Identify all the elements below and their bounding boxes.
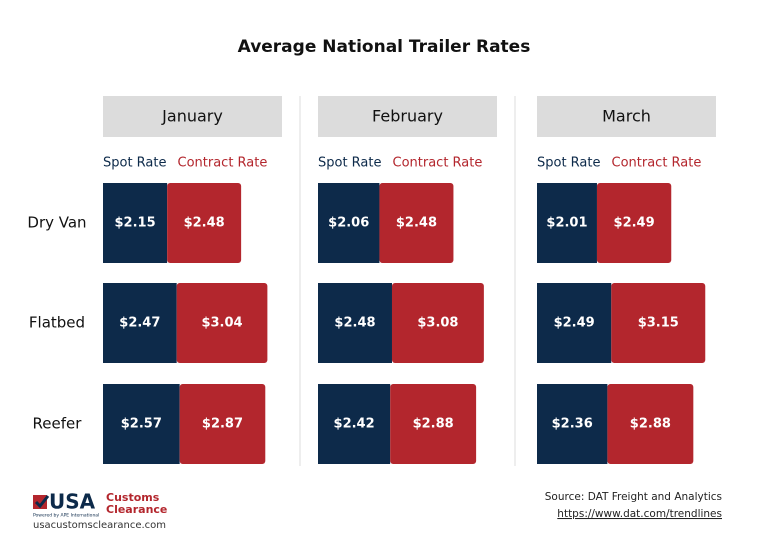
value-label: $2.87 <box>202 417 243 432</box>
logo-site: usacustomsclearance.com <box>33 520 166 531</box>
bar-segment <box>537 283 612 363</box>
bar-segment <box>611 283 706 363</box>
bar-segment <box>179 384 266 464</box>
logo-line: Customs <box>106 491 160 504</box>
bar-segment <box>176 283 268 363</box>
bar-segment <box>103 283 177 363</box>
value-label: $2.48 <box>334 316 375 331</box>
bar-segment <box>167 183 242 263</box>
value-label: $3.08 <box>417 316 458 331</box>
logo-check <box>34 495 50 509</box>
value-label: $3.04 <box>201 316 242 331</box>
bar-segment <box>607 384 694 464</box>
bar-segment <box>390 384 477 464</box>
value-label: $2.01 <box>546 216 587 231</box>
value-label: $2.49 <box>614 216 655 231</box>
value-label: $2.15 <box>115 216 156 231</box>
logo-mark: USA <box>49 490 96 514</box>
bar-segment <box>318 384 391 464</box>
value-label: $2.48 <box>184 216 225 231</box>
panel-title: March <box>602 107 651 126</box>
row-label: Flatbed <box>29 314 85 332</box>
bar-segment <box>318 283 392 363</box>
logo-icon <box>33 495 47 509</box>
logo: USA Customs Clearance Powered by APE Int… <box>33 490 167 531</box>
legend-label: Spot Rate <box>318 156 382 171</box>
value-label: $3.15 <box>638 316 679 331</box>
value-label: $2.48 <box>396 216 437 231</box>
panel-header <box>103 96 282 137</box>
bar-segment <box>391 283 484 363</box>
logo-line: Clearance <box>106 503 167 516</box>
panel-header <box>318 96 497 137</box>
legend-label: Contract Rate <box>178 156 268 171</box>
legend-label: Contract Rate <box>612 156 702 171</box>
value-label: $2.42 <box>334 417 375 432</box>
row-label: Reefer <box>33 415 83 433</box>
row-label: Dry Van <box>27 214 86 232</box>
source-text: Source: DAT Freight and Analytics <box>545 491 722 503</box>
panel-header <box>537 96 716 137</box>
chart-title: Average National Trailer Rates <box>238 37 531 57</box>
legend-label: Contract Rate <box>393 156 483 171</box>
value-label: $2.06 <box>328 216 369 231</box>
bar-segment <box>537 384 608 464</box>
source-link[interactable]: https://www.dat.com/trendlines <box>557 508 722 520</box>
bar-segment <box>103 183 168 263</box>
logo-tagline: Powered by APE International <box>33 513 99 519</box>
value-label: $2.57 <box>121 417 162 432</box>
bar-segment <box>537 183 597 263</box>
value-label: $2.88 <box>413 417 454 432</box>
bar-segment <box>318 183 380 263</box>
bar-segment <box>596 183 672 263</box>
panel-title: February <box>372 107 443 126</box>
panel-title: January <box>161 107 223 126</box>
value-label: $2.36 <box>552 417 593 432</box>
bar-segment <box>103 384 180 464</box>
value-label: $2.47 <box>119 316 160 331</box>
value-label: $2.49 <box>554 316 595 331</box>
bar-segment <box>379 183 454 263</box>
value-label: $2.88 <box>630 417 671 432</box>
legend-label: Spot Rate <box>103 156 167 171</box>
legend-label: Spot Rate <box>537 156 601 171</box>
